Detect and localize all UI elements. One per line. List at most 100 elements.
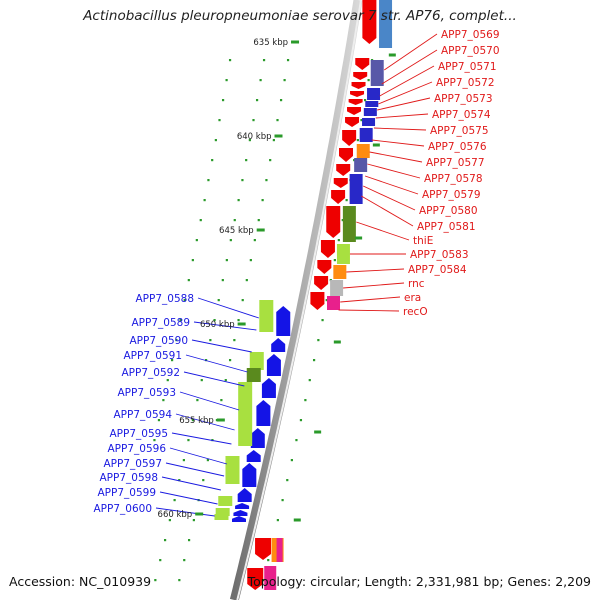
track-dot bbox=[279, 99, 283, 102]
leader-line bbox=[169, 447, 227, 465]
track-dot bbox=[157, 419, 161, 422]
forward-cds-arrow bbox=[339, 148, 354, 162]
track-dot bbox=[187, 279, 190, 282]
feature-block bbox=[225, 456, 240, 484]
track-dot bbox=[269, 159, 272, 162]
leader-line bbox=[171, 432, 232, 445]
feature-block bbox=[354, 158, 368, 172]
track-dot bbox=[262, 59, 266, 62]
forward-cds-arrow bbox=[348, 99, 363, 105]
leader-line bbox=[338, 309, 400, 312]
leader-line bbox=[346, 268, 405, 273]
scale-tick bbox=[274, 134, 283, 138]
gene-label: APP7_0570 bbox=[441, 45, 500, 57]
gene-label: APP7_0572 bbox=[436, 77, 495, 89]
track-dot bbox=[255, 99, 259, 102]
scale-tick bbox=[293, 518, 301, 522]
track-dot bbox=[245, 279, 248, 282]
feature-block bbox=[330, 280, 344, 296]
forward-cds-arrow bbox=[320, 240, 335, 258]
track-dot bbox=[183, 559, 186, 562]
feature-block bbox=[259, 300, 274, 332]
track-dot bbox=[178, 479, 181, 482]
feature-block bbox=[342, 206, 356, 242]
feature-block bbox=[359, 128, 373, 142]
scale-tick bbox=[195, 512, 204, 516]
leader-line bbox=[191, 339, 252, 353]
forward-cds-arrow bbox=[362, 0, 377, 44]
leader-line bbox=[155, 507, 215, 517]
leader-line bbox=[367, 163, 421, 179]
track-dot bbox=[154, 579, 157, 582]
track-dot bbox=[229, 239, 232, 242]
track-dot bbox=[163, 539, 167, 542]
scale-layer: 635 kbp 640 kbp 645 kbp 650 kbp 655 kbp 660 k… bbox=[158, 38, 396, 522]
leader-line bbox=[373, 127, 427, 131]
gene-label: APP7_0596 bbox=[108, 443, 167, 455]
gene-label: APP7_0599 bbox=[98, 487, 157, 499]
track-dot bbox=[225, 259, 228, 262]
leader-line bbox=[356, 221, 410, 241]
gene-label: thiE bbox=[413, 235, 433, 247]
track-dot bbox=[224, 379, 227, 382]
track-dot bbox=[207, 179, 210, 182]
track-dot bbox=[168, 519, 171, 522]
leader-line bbox=[369, 151, 423, 163]
track-dot bbox=[153, 439, 156, 442]
track-dot bbox=[173, 499, 176, 502]
leader-line bbox=[364, 175, 419, 195]
scale-tick bbox=[216, 418, 225, 422]
feature-block bbox=[349, 174, 363, 204]
tick-dot-layer bbox=[153, 59, 374, 582]
scale-label: 640 kbp bbox=[237, 132, 272, 142]
reverse-cds-arrow bbox=[233, 510, 248, 516]
track-dot bbox=[253, 239, 256, 242]
track-dot bbox=[286, 479, 289, 482]
track-dot bbox=[321, 319, 324, 322]
feature-block bbox=[214, 514, 229, 520]
leader-line bbox=[361, 195, 414, 227]
gene-label: APP7_0593 bbox=[118, 387, 177, 399]
gene-label: APP7_0584 bbox=[408, 264, 467, 276]
track-dot bbox=[178, 579, 181, 582]
forward-cds-arrow bbox=[314, 276, 329, 290]
gene-label: APP7_0581 bbox=[417, 221, 476, 233]
reverse-cds-arrow bbox=[256, 400, 271, 426]
scale-tick bbox=[291, 40, 300, 44]
forward-cds-arrow bbox=[350, 91, 365, 97]
track-dot bbox=[217, 299, 220, 302]
scale-label: 645 kbp bbox=[219, 226, 254, 236]
leader-line-layer bbox=[155, 33, 438, 517]
track-dot bbox=[221, 279, 224, 282]
forward-cds-arrow bbox=[351, 82, 366, 89]
track-dot bbox=[295, 439, 298, 442]
track-dot bbox=[257, 219, 260, 222]
reverse-cds-arrow bbox=[246, 450, 261, 462]
gene-label: APP7_0573 bbox=[434, 93, 493, 105]
track-dot bbox=[228, 59, 232, 62]
feature-block bbox=[362, 118, 376, 126]
leader-line bbox=[161, 476, 221, 491]
track-dot bbox=[367, 79, 370, 82]
track-dot bbox=[299, 419, 303, 422]
track-dot bbox=[225, 79, 228, 82]
gene-label: APP7_0578 bbox=[424, 173, 483, 185]
track-dot bbox=[333, 259, 336, 262]
backbone-layer bbox=[229, 0, 363, 600]
track-dot bbox=[182, 459, 185, 462]
track-dot bbox=[218, 119, 221, 122]
reverse-cds-arrow bbox=[235, 503, 250, 509]
track-dot bbox=[187, 539, 191, 542]
scale-tick bbox=[355, 236, 363, 240]
track-dot bbox=[304, 399, 307, 402]
gene-label: APP7_0571 bbox=[438, 61, 497, 73]
forward-cds-arrow bbox=[326, 206, 341, 238]
forward-cds-arrow bbox=[317, 260, 332, 274]
leader-line bbox=[185, 354, 248, 373]
track-dot bbox=[363, 99, 367, 102]
leader-line bbox=[197, 297, 260, 319]
reverse-cds-arrow bbox=[261, 378, 276, 398]
gene-label: APP7_0574 bbox=[432, 109, 491, 121]
reverse-cds-arrow bbox=[242, 463, 257, 487]
gene-label: APP7_0575 bbox=[430, 125, 489, 137]
